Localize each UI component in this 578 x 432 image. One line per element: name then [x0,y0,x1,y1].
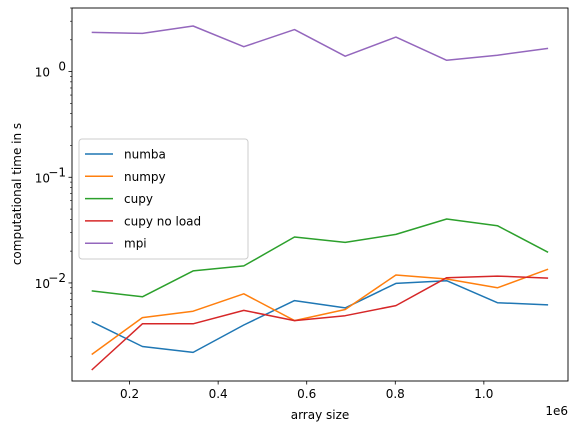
series-line-numpy [91,268,549,356]
x-tick-label: 0.2 [120,387,139,401]
series-line-cupy-no-load [91,275,549,371]
legend-box [78,138,249,260]
series-line-mpi [91,25,549,62]
y-axis-label: computational time in s [10,123,24,265]
plot-frame [71,7,569,382]
x-tick-label: 1.0 [474,387,493,401]
x-tick-label: 0.4 [209,387,228,401]
legend-label: numba [124,148,166,162]
series-line-numba [91,279,549,354]
ticks-layer: 0.2 0.4 0.6 0.8 1.010−210−110 0 [35,7,493,401]
legend: numba numpy cupy cupy no load mpi [78,138,249,260]
legend-label: cupy no load [124,214,201,228]
y-tick-label: 10 [35,277,50,291]
series-line-cupy [91,218,549,298]
y-tick-label: 10 [35,171,50,185]
x-axis-label: array size [291,408,350,422]
series-layer [91,25,549,371]
legend-label: numpy [124,170,166,184]
y-tick-label: 10 [35,66,50,80]
x-offset-label: 1e6 [545,404,568,418]
y-tick-exponent: −2 [48,271,66,285]
y-tick-exponent: −1 [48,165,66,179]
legend-label: cupy [124,192,153,206]
y-tick-exponent: 0 [58,60,66,74]
x-tick-label: 0.8 [386,387,405,401]
legend-label: mpi [124,237,147,251]
x-tick-label: 0.6 [297,387,316,401]
